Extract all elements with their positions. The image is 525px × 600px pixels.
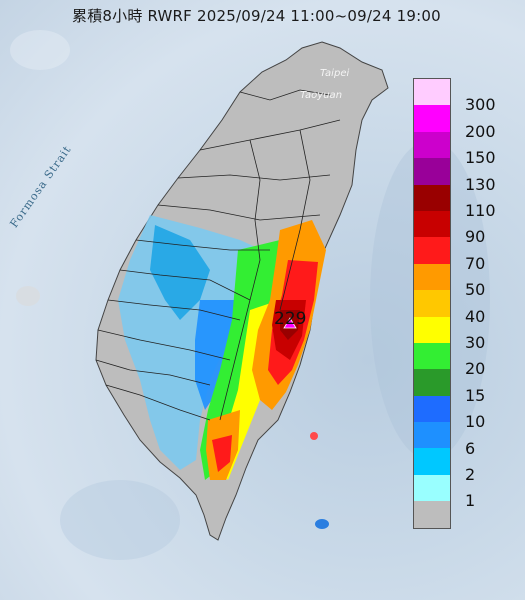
legend-swatch — [414, 448, 450, 475]
legend-label: 130 — [465, 174, 496, 194]
legend-swatch — [414, 474, 450, 502]
legend-swatch — [414, 422, 450, 449]
place-label-taipei: Taipei — [320, 68, 350, 79]
legend-swatch — [414, 369, 450, 396]
legend-label: 50 — [465, 280, 486, 300]
legend-label: 20 — [465, 359, 486, 379]
legend-swatch — [414, 237, 450, 264]
legend-label: 2 — [465, 465, 476, 484]
legend-label: 6 — [465, 438, 476, 458]
legend-label: 200 — [465, 121, 496, 141]
legend-swatch — [414, 342, 450, 370]
legend-swatch — [414, 210, 450, 238]
legend-label: 40 — [465, 306, 486, 326]
legend-label: 110 — [465, 201, 496, 220]
legend-label: 150 — [465, 148, 496, 168]
legend-swatch — [414, 79, 450, 106]
legend-label: 90 — [465, 227, 486, 247]
legend-swatch — [414, 158, 450, 185]
legend-swatch — [414, 105, 450, 132]
map-title: 累積8小時 RWRF 2025/09/24 11:00~09/24 19:00 — [72, 7, 441, 25]
legend-swatch — [414, 184, 450, 211]
legend-label: 15 — [465, 385, 486, 405]
legend-swatch — [414, 395, 450, 423]
legend-swatch — [414, 501, 450, 528]
legend-swatch — [414, 316, 450, 343]
color-legend — [413, 78, 451, 529]
legend-swatch — [414, 263, 450, 291]
max-rainfall-value: 229 — [274, 309, 307, 329]
place-label-taoyuan: Taoyuan — [300, 90, 343, 101]
legend-label: 70 — [465, 253, 486, 273]
legend-label: 10 — [465, 412, 486, 432]
legend-label: 30 — [465, 333, 486, 352]
legend-swatch — [414, 290, 450, 317]
legend-label: 300 — [465, 95, 496, 115]
legend-label: 1 — [465, 491, 476, 511]
legend-swatch — [414, 131, 450, 159]
